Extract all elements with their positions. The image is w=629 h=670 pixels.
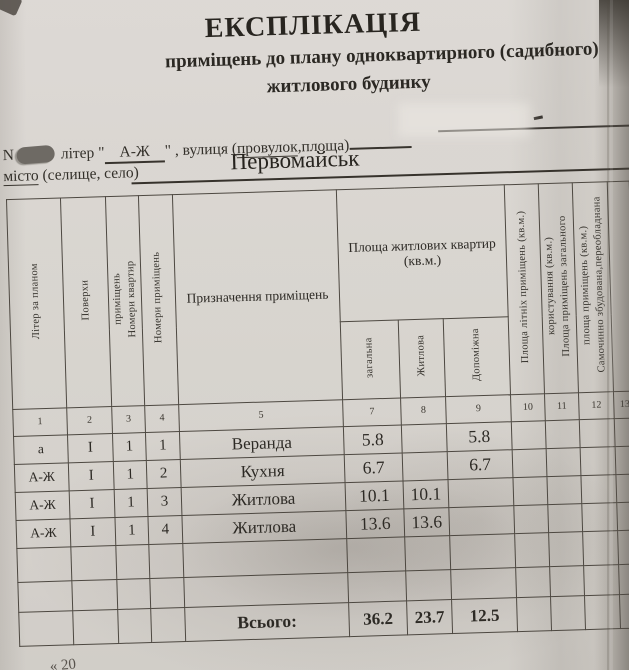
header-living-area: Житлова — [398, 318, 446, 398]
liter-value: А-Ж — [104, 142, 166, 165]
redaction-blob — [16, 144, 56, 165]
header-total-area: загальна — [340, 320, 401, 400]
header-purpose: Призначення приміщень — [172, 189, 343, 405]
cell-liter: А-Ж — [14, 462, 70, 493]
cell-total: 5.8 — [343, 424, 403, 455]
cell-living — [401, 423, 448, 453]
header-row-1: Літер за планом Поверхи Номери квартир п… — [6, 181, 629, 410]
cell-living: 13.6 — [403, 507, 450, 537]
cell-room: 3 — [147, 487, 182, 517]
city-value: Первомайськ — [230, 145, 360, 175]
totals-living: 23.7 — [406, 599, 453, 635]
cell-empty — [581, 502, 618, 532]
header-liter: Літер за планом — [6, 197, 67, 410]
cell-room: 2 — [146, 459, 182, 489]
cell-total: 13.6 — [345, 508, 405, 539]
col-num: 10 — [510, 393, 546, 422]
header-floors: Поверхи — [60, 196, 112, 408]
cell-floor: І — [67, 433, 114, 463]
city-label-rest: (селище, село) — [38, 164, 140, 185]
cell-aux: 6.7 — [447, 449, 513, 480]
cell-empty — [615, 473, 629, 503]
cell-floor: І — [68, 461, 115, 491]
city-line: місто (селище, село) — [3, 164, 140, 187]
city-label-underlined: місто — [3, 167, 39, 187]
cell-empty — [546, 447, 581, 477]
cell-room: 4 — [147, 515, 183, 545]
col-num: 4 — [144, 404, 180, 433]
cell-apt: 1 — [113, 460, 148, 490]
cell-liter: А-Ж — [15, 490, 70, 521]
col-num: 13 — [613, 391, 629, 419]
header-living-area-group: Площа житлових квартир (кв.м.) — [336, 184, 509, 322]
cell-aux — [448, 505, 515, 536]
cell-floor: І — [69, 489, 115, 519]
col-num: 11 — [544, 392, 580, 421]
cell-living — [402, 451, 448, 481]
cell-empty — [512, 476, 548, 506]
cell-empty — [546, 475, 582, 505]
cell-apt: 1 — [114, 516, 149, 546]
cell-empty — [547, 503, 583, 533]
col-num: 1 — [12, 407, 68, 437]
cell-total: 6.7 — [344, 452, 404, 483]
cell-empty — [615, 445, 629, 475]
cell-living: 10.1 — [403, 479, 449, 509]
cell-empty — [579, 418, 616, 448]
cell-floor: І — [69, 517, 116, 547]
cell-empty — [512, 448, 547, 478]
cell-total: 10.1 — [345, 480, 404, 511]
cell-room: 1 — [145, 431, 181, 461]
col-num: 9 — [445, 394, 512, 424]
cell-empty — [614, 418, 629, 447]
cell-liter: а — [13, 434, 69, 465]
header-auxiliary-area: Допоміжна — [443, 316, 511, 397]
date-fragment: « 20 — [49, 656, 77, 670]
cell-empty — [511, 420, 547, 450]
col-num: 3 — [111, 405, 146, 434]
col-num: 12 — [578, 391, 615, 420]
col-num: 2 — [66, 406, 113, 435]
cell-empty — [513, 504, 549, 534]
col-num: 7 — [342, 397, 402, 427]
address-line-right-rule — [438, 124, 629, 133]
quote-close: " , — [164, 141, 180, 160]
cell-empty — [545, 419, 581, 449]
cell-empty — [616, 501, 629, 531]
cell-liter: А-Ж — [16, 518, 71, 549]
totals-total: 36.2 — [348, 600, 408, 637]
totals-label: Всього: — [184, 602, 350, 642]
liter-label: літер — [60, 144, 95, 163]
cell-aux: 5.8 — [446, 421, 513, 452]
cell-apt: 1 — [114, 488, 148, 518]
pen-tick-mark — [533, 115, 544, 121]
explication-table: Літер за планом Поверхи Номери квартир п… — [6, 181, 629, 647]
totals-aux: 12.5 — [451, 597, 518, 634]
cell-apt: 1 — [112, 432, 147, 462]
cell-empty — [580, 474, 617, 504]
cell-empty — [580, 446, 616, 476]
col-num: 8 — [400, 396, 447, 425]
number-prefix: N — [2, 146, 15, 165]
cell-aux — [447, 477, 514, 508]
